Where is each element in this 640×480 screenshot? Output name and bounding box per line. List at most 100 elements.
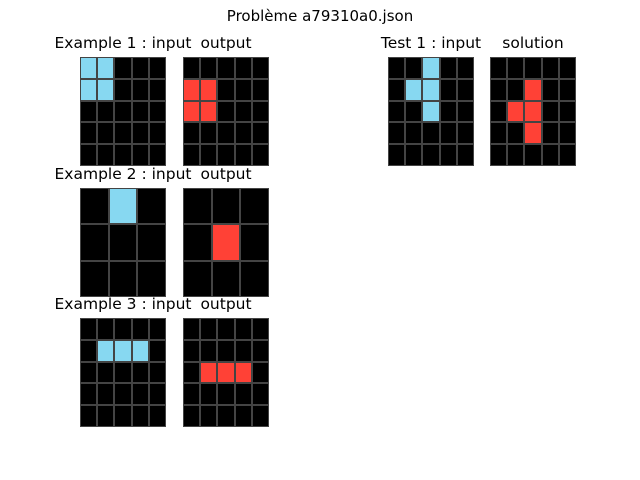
grid-cell <box>558 57 576 79</box>
grid-cell <box>234 339 252 362</box>
grid-cell <box>388 57 406 79</box>
grid-cell <box>439 122 457 145</box>
grid-cell <box>97 318 115 340</box>
grid-cell <box>200 383 218 406</box>
panel-label-example-1-output: output <box>200 34 252 52</box>
grid-cell <box>114 339 132 362</box>
grid-cell <box>114 57 132 79</box>
grid-cell <box>524 144 542 166</box>
grid-cell <box>439 144 457 166</box>
grid-cell <box>234 318 252 340</box>
grid-cell <box>148 383 166 406</box>
grid-cell <box>97 144 115 166</box>
grid-cell <box>211 224 241 261</box>
grid-cell <box>148 78 166 101</box>
grid-cell <box>183 339 201 362</box>
grid-cell <box>251 361 269 384</box>
figure-title: Problème a79310a0.json <box>226 7 414 25</box>
grid-cell <box>217 405 235 427</box>
grid-cell <box>217 339 235 362</box>
grid-cell <box>108 188 138 225</box>
grid-cell <box>234 78 252 101</box>
grid-cell <box>490 144 508 166</box>
grid-cell <box>97 383 115 406</box>
grid-cell <box>80 260 109 297</box>
grid-cell <box>456 122 474 145</box>
grid-cell <box>217 100 235 123</box>
grid-cell <box>200 57 218 79</box>
grid-cell <box>183 100 201 123</box>
grid-cell <box>80 224 109 261</box>
grid-cell <box>541 100 559 123</box>
grid-cell <box>200 318 218 340</box>
grid-cell <box>251 339 269 362</box>
grid-cell <box>240 260 269 297</box>
grid-cell <box>183 405 201 427</box>
grid-cell <box>148 339 166 362</box>
grid-cell <box>405 78 423 101</box>
grid-cell <box>456 78 474 101</box>
grid-cell <box>217 78 235 101</box>
panel-label-example-2-output: output <box>200 165 252 183</box>
grid-cell <box>456 57 474 79</box>
grid-cell <box>422 122 440 145</box>
grid-cell <box>524 57 542 79</box>
grid-cell <box>200 405 218 427</box>
grid-cell <box>507 122 525 145</box>
panel-label-test-1-solution: solution <box>502 34 564 52</box>
grid-cell <box>524 100 542 123</box>
grid-cell <box>148 144 166 166</box>
grid-cell <box>137 224 166 261</box>
panel-label-test-1-input: Test 1 : input <box>380 34 482 52</box>
grid-cell <box>439 78 457 101</box>
grid-cell <box>422 144 440 166</box>
grid-cell <box>183 383 201 406</box>
grid-cell <box>183 260 212 297</box>
grid-cell <box>80 57 98 79</box>
grid-cell <box>217 122 235 145</box>
grid-cell <box>131 405 149 427</box>
grid-cell <box>114 144 132 166</box>
grid-example-2-input <box>80 188 166 297</box>
grid-cell <box>251 100 269 123</box>
grid-cell <box>97 57 115 79</box>
grid-cell <box>80 78 98 101</box>
grid-cell <box>234 100 252 123</box>
grid-cell <box>80 318 98 340</box>
grid-cell <box>148 318 166 340</box>
grid-cell <box>114 122 132 145</box>
grid-cell <box>251 78 269 101</box>
grid-cell <box>211 260 241 297</box>
grid-cell <box>183 57 201 79</box>
grid-cell <box>234 57 252 79</box>
grid-cell <box>131 383 149 406</box>
grid-cell <box>217 144 235 166</box>
grid-cell <box>422 57 440 79</box>
grid-cell <box>507 57 525 79</box>
grid-cell <box>490 57 508 79</box>
grid-cell <box>558 144 576 166</box>
grid-cell <box>234 122 252 145</box>
grid-cell <box>558 78 576 101</box>
grid-cell <box>507 78 525 101</box>
grid-cell <box>80 188 109 225</box>
grid-cell <box>558 100 576 123</box>
grid-cell <box>137 260 166 297</box>
grid-cell <box>200 78 218 101</box>
grid-cell <box>114 405 132 427</box>
grid-example-2-output <box>183 188 269 297</box>
grid-cell <box>131 122 149 145</box>
grid-cell <box>183 188 212 225</box>
panel-label-example-2-input: Example 2 : input <box>54 165 192 183</box>
grid-cell <box>524 78 542 101</box>
grid-cell <box>114 100 132 123</box>
grid-cell <box>422 78 440 101</box>
grid-cell <box>183 78 201 101</box>
grid-cell <box>211 188 241 225</box>
panel-label-example-3-output: output <box>200 295 252 313</box>
grid-cell <box>200 144 218 166</box>
grid-cell <box>541 122 559 145</box>
grid-example-3-output <box>183 318 269 427</box>
grid-cell <box>251 405 269 427</box>
grid-cell <box>217 361 235 384</box>
